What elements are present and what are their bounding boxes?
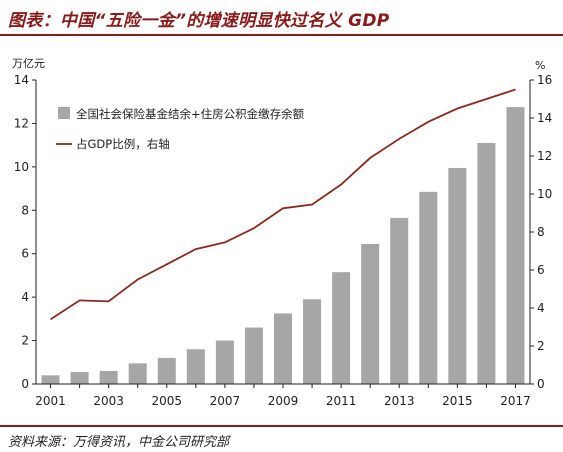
right-tick-label: 6 — [537, 263, 545, 277]
left-tick-label: 6 — [21, 247, 29, 261]
right-tick-label: 4 — [537, 301, 545, 315]
right-tick-label: 8 — [537, 225, 545, 239]
bar — [448, 167, 467, 384]
bar — [303, 299, 322, 384]
bar — [273, 313, 293, 384]
x-tick-label: 2003 — [93, 394, 124, 408]
left-tick-label: 2 — [21, 334, 29, 348]
x-tick-label: 2013 — [384, 394, 415, 408]
right-tick-label: 10 — [537, 187, 552, 201]
bar — [244, 327, 263, 384]
bar — [157, 357, 176, 384]
right-axis-unit: % — [535, 59, 545, 72]
legend-line-label: 占GDP比例，右轴 — [76, 137, 170, 151]
bar — [128, 363, 147, 384]
legend-bar-label: 全国社会保险基金结余+住房公积金缴存余额 — [76, 107, 305, 121]
left-tick-label: 10 — [14, 160, 29, 174]
right-tick-label: 12 — [537, 149, 552, 163]
bar — [70, 372, 89, 384]
source-divider — [0, 425, 563, 427]
left-tick-label: 4 — [21, 290, 29, 304]
bar — [186, 349, 205, 384]
x-tick-label: 2015 — [442, 394, 473, 408]
left-axis-unit: 万亿元 — [12, 57, 45, 70]
x-tick-label: 2007 — [210, 394, 241, 408]
bar — [477, 142, 496, 384]
x-tick-label: 2005 — [151, 394, 182, 408]
left-tick-label: 0 — [21, 377, 29, 391]
x-axis: 2001 2003 2005 2007 2009 2011 2013 2015 2017 — [35, 383, 531, 408]
left-y-axis: 0 2 4 6 8 10 12 14 — [14, 73, 37, 391]
x-tick-label: 2011 — [326, 394, 357, 408]
chart-title: 图表：中国“五险一金”的增速明显快过名义 GDP — [8, 11, 390, 31]
right-y-axis: 0 2 4 6 8 10 12 14 16 — [529, 73, 552, 391]
bar — [419, 191, 438, 384]
right-tick-label: 16 — [537, 73, 552, 87]
line-series — [50, 88, 516, 321]
x-tick-label: 2009 — [268, 394, 299, 408]
bar — [390, 217, 409, 384]
bar-series — [41, 107, 525, 385]
bar — [361, 243, 380, 384]
title-divider — [0, 34, 563, 36]
gdp-ratio-line — [50, 88, 516, 321]
source-note: 资料来源：万得资讯，中金公司研究部 — [8, 435, 230, 450]
bar — [215, 340, 234, 384]
bar — [506, 107, 525, 385]
left-tick-label: 8 — [21, 203, 29, 217]
right-tick-label: 14 — [537, 111, 552, 125]
right-tick-label: 2 — [537, 339, 545, 353]
x-tick-label: 2017 — [500, 394, 531, 408]
left-tick-label: 12 — [14, 116, 29, 130]
bar — [99, 370, 118, 384]
bar — [332, 272, 351, 384]
right-tick-label: 0 — [537, 377, 545, 391]
x-tick-label: 2001 — [35, 394, 66, 408]
left-tick-label: 14 — [14, 73, 29, 87]
bar — [41, 375, 60, 384]
legend-bar-swatch — [58, 107, 70, 119]
